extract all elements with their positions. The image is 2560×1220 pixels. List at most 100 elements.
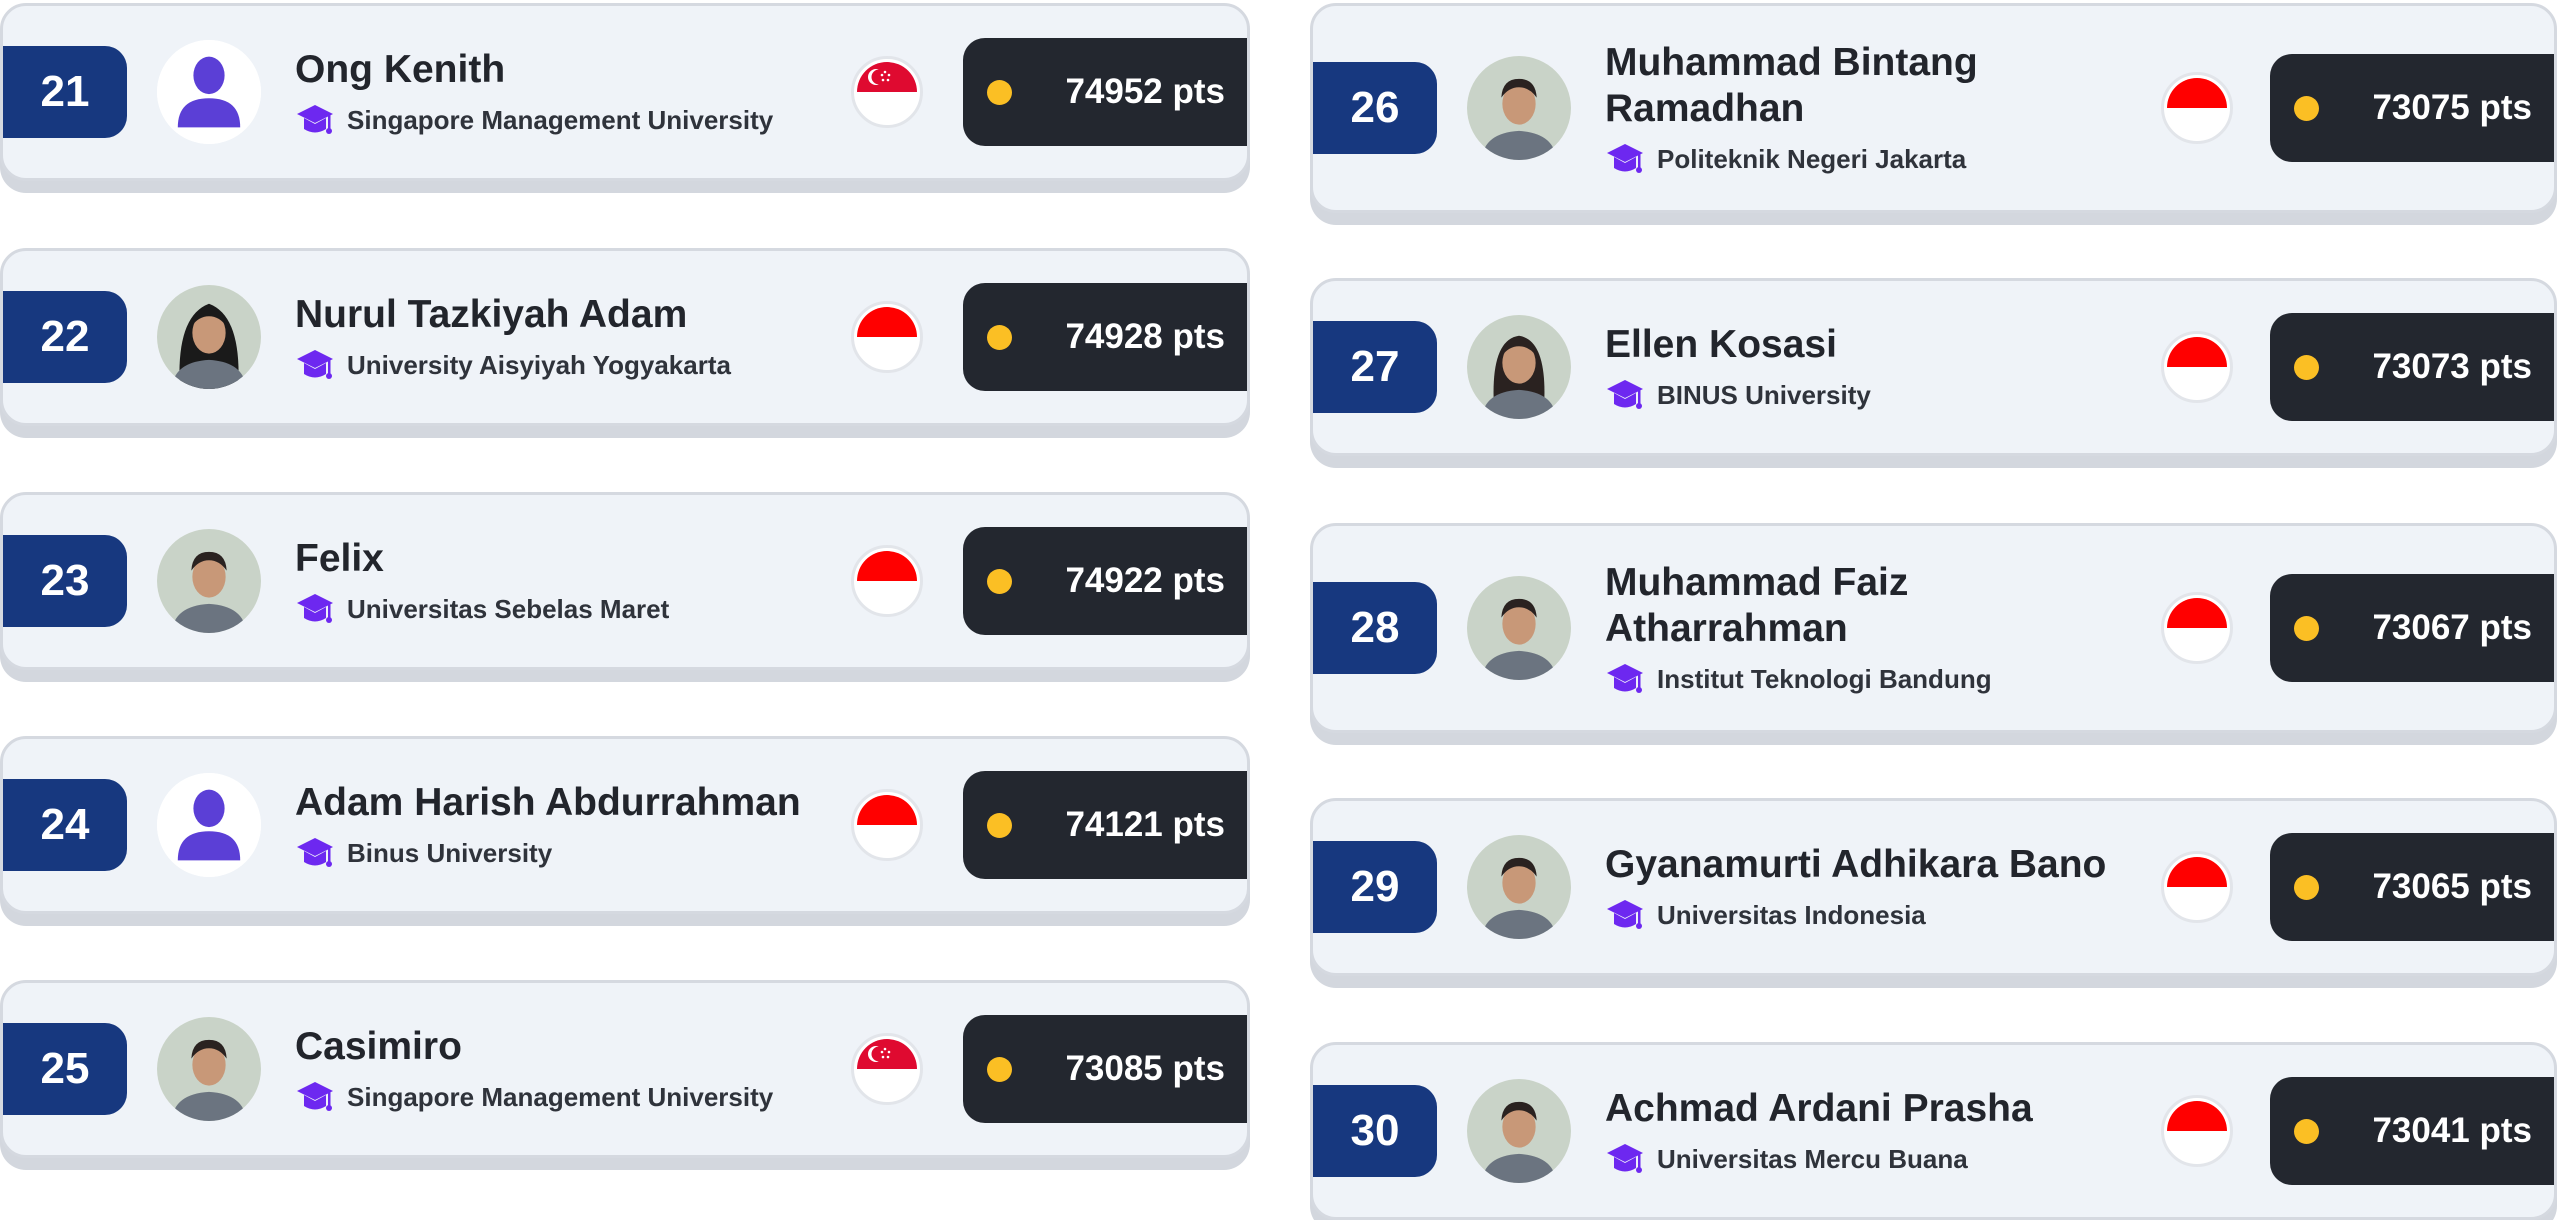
user-photo bbox=[157, 529, 261, 633]
rank-badge: 23 bbox=[3, 535, 127, 627]
university: Singapore Management University bbox=[295, 103, 827, 137]
country-flag bbox=[851, 545, 923, 617]
country-flag bbox=[851, 56, 923, 128]
user-name[interactable]: Casimiro bbox=[295, 1025, 462, 1068]
points-value: 73075 pts bbox=[2372, 88, 2532, 127]
graduation-cap-icon bbox=[1607, 380, 1643, 409]
rank-number: 21 bbox=[40, 67, 90, 116]
university-name: Institut Teknologi Bandung bbox=[1657, 663, 1992, 694]
coin-icon bbox=[987, 568, 1012, 594]
graduation-cap-icon bbox=[297, 105, 333, 134]
university: BINUS University bbox=[1605, 378, 2134, 412]
university-name: University Aisyiyah Yogyakarta bbox=[347, 349, 731, 380]
country-flag bbox=[851, 301, 923, 373]
country-flag bbox=[2161, 72, 2233, 144]
coin-icon bbox=[2294, 95, 2319, 121]
graduation-cap-icon bbox=[1607, 900, 1643, 929]
avatar[interactable] bbox=[1467, 576, 1571, 680]
leaderboard-entry[interactable]: 22 Nurul Tazkiyah Adam University Aisyiy… bbox=[0, 248, 1250, 426]
university: Universitas Indonesia bbox=[1605, 898, 2134, 932]
coin-icon bbox=[987, 812, 1012, 838]
university: Institut Teknologi Bandung bbox=[1605, 662, 2134, 696]
rank-number: 26 bbox=[1350, 83, 1400, 132]
avatar[interactable] bbox=[1467, 1079, 1571, 1183]
leaderboard-entry[interactable]: 23 Felix Universitas Sebelas Maret 74922… bbox=[0, 492, 1250, 670]
user-name[interactable]: Achmad Ardani Prasha bbox=[1605, 1087, 2033, 1130]
avatar[interactable] bbox=[157, 40, 261, 144]
points-box: 73065 pts bbox=[2270, 833, 2554, 941]
rank-number: 24 bbox=[40, 800, 90, 849]
rank-number: 22 bbox=[40, 312, 90, 361]
indonesia-flag-icon bbox=[2167, 337, 2227, 397]
rank-number: 30 bbox=[1350, 1106, 1400, 1155]
user-photo bbox=[157, 1017, 261, 1121]
user-info: Achmad Ardani Prasha Universitas Mercu B… bbox=[1605, 1045, 2134, 1217]
university: University Aisyiyah Yogyakarta bbox=[295, 348, 827, 382]
user-name[interactable]: Adam Harish Abdurrahman bbox=[295, 781, 801, 824]
points-box: 74922 pts bbox=[963, 527, 1247, 635]
leaderboard-entry[interactable]: 25 Casimiro Singapore Management Univers… bbox=[0, 980, 1250, 1158]
avatar[interactable] bbox=[1467, 315, 1571, 419]
points-box: 74121 pts bbox=[963, 771, 1247, 879]
university: Binus University bbox=[295, 836, 827, 870]
leaderboard-entry[interactable]: 26 Muhammad Bintang Ramadhan Politeknik … bbox=[1310, 3, 2557, 213]
user-photo bbox=[1467, 835, 1571, 939]
indonesia-flag-icon bbox=[2167, 598, 2227, 658]
coin-icon bbox=[2294, 1118, 2319, 1144]
avatar[interactable] bbox=[157, 773, 261, 877]
graduation-cap-icon bbox=[1607, 664, 1643, 693]
graduation-cap-icon bbox=[297, 1082, 333, 1111]
university-name: BINUS University bbox=[1657, 379, 1871, 410]
rank-number: 27 bbox=[1350, 342, 1400, 391]
default-avatar-icon bbox=[157, 40, 261, 144]
leaderboard-entry[interactable]: 30 Achmad Ardani Prasha Universitas Merc… bbox=[1310, 1042, 2557, 1220]
points-box: 74928 pts bbox=[963, 283, 1247, 391]
coin-icon bbox=[987, 1056, 1012, 1082]
country-flag bbox=[2161, 331, 2233, 403]
university-name: Universitas Indonesia bbox=[1657, 899, 1926, 930]
leaderboard-entry[interactable]: 21 Ong Kenith Singapore Management Unive… bbox=[0, 3, 1250, 181]
points-box: 73067 pts bbox=[2270, 574, 2554, 682]
coin-icon bbox=[2294, 874, 2319, 900]
leaderboard-entry[interactable]: 28 Muhammad Faiz Atharrahman Institut Te… bbox=[1310, 523, 2557, 733]
points-box: 73073 pts bbox=[2270, 313, 2554, 421]
user-photo bbox=[1467, 1079, 1571, 1183]
user-name[interactable]: Felix bbox=[295, 537, 384, 580]
user-info: Felix Universitas Sebelas Maret bbox=[295, 495, 827, 667]
avatar[interactable] bbox=[157, 285, 261, 389]
rank-badge: 27 bbox=[1313, 321, 1437, 413]
country-flag bbox=[851, 1033, 923, 1105]
user-name[interactable]: Muhammad Bintang Ramadhan bbox=[1605, 41, 1978, 130]
user-name[interactable]: Ellen Kosasi bbox=[1605, 323, 1837, 366]
rank-badge: 24 bbox=[3, 779, 127, 871]
user-name[interactable]: Muhammad Faiz Atharrahman bbox=[1605, 561, 1909, 650]
points-value: 73073 pts bbox=[2372, 347, 2532, 386]
user-name[interactable]: Ong Kenith bbox=[295, 48, 506, 91]
rank-number: 23 bbox=[40, 556, 90, 605]
leaderboard-entry[interactable]: 24 Adam Harish Abdurrahman Binus Univers… bbox=[0, 736, 1250, 914]
singapore-flag-icon bbox=[857, 1039, 917, 1099]
rank-number: 28 bbox=[1350, 603, 1400, 652]
avatar[interactable] bbox=[1467, 56, 1571, 160]
user-info: Muhammad Bintang Ramadhan Politeknik Neg… bbox=[1605, 6, 2134, 210]
avatar[interactable] bbox=[157, 529, 261, 633]
university-name: Singapore Management University bbox=[347, 1081, 774, 1112]
university: Universitas Mercu Buana bbox=[1605, 1142, 2134, 1176]
leaderboard-entry[interactable]: 29 Gyanamurti Adhikara Bano Universitas … bbox=[1310, 798, 2557, 976]
indonesia-flag-icon bbox=[2167, 857, 2227, 917]
leaderboard-entry[interactable]: 27 Ellen Kosasi BINUS University 73073 p… bbox=[1310, 278, 2557, 456]
points-value: 74121 pts bbox=[1065, 805, 1225, 844]
avatar[interactable] bbox=[1467, 835, 1571, 939]
indonesia-flag-icon bbox=[857, 307, 917, 367]
user-name[interactable]: Gyanamurti Adhikara Bano bbox=[1605, 843, 2107, 886]
points-value: 73041 pts bbox=[2372, 1111, 2532, 1150]
university: Singapore Management University bbox=[295, 1080, 827, 1114]
user-info: Ong Kenith Singapore Management Universi… bbox=[295, 6, 827, 178]
coin-icon bbox=[987, 324, 1012, 350]
indonesia-flag-icon bbox=[857, 551, 917, 611]
singapore-flag-icon bbox=[857, 62, 917, 122]
rank-number: 25 bbox=[40, 1044, 90, 1093]
user-name[interactable]: Nurul Tazkiyah Adam bbox=[295, 293, 688, 336]
avatar[interactable] bbox=[157, 1017, 261, 1121]
user-photo bbox=[1467, 576, 1571, 680]
